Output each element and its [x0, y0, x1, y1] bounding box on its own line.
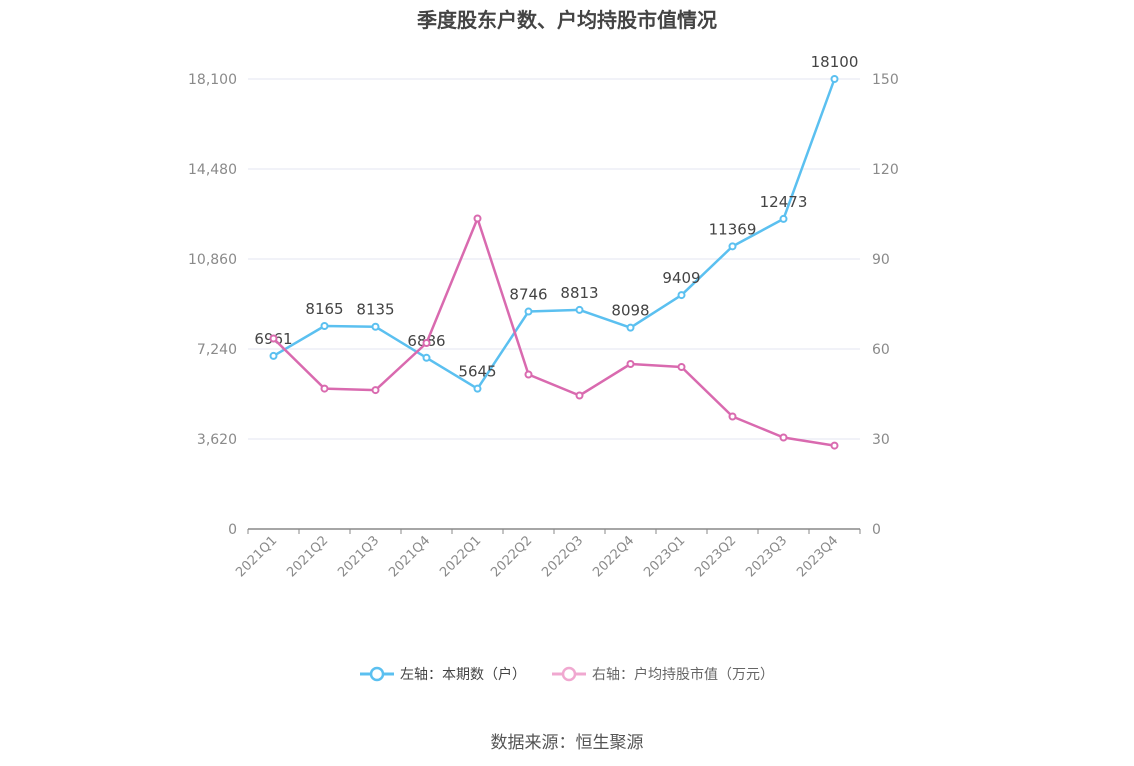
legend-item-avg-value[interactable]: 右轴：户均持股市值（万元） — [552, 664, 774, 684]
data-label: 8746 — [509, 286, 547, 304]
series-1-point — [575, 305, 584, 314]
data-label: 5645 — [458, 363, 496, 381]
y-left-tick-label: 10,860 — [188, 252, 237, 268]
series-1-point — [371, 322, 380, 331]
series-2-point — [473, 214, 482, 223]
legend-item-households[interactable]: 左轴：本期数（户） — [360, 664, 526, 684]
data-label: 18100 — [811, 53, 859, 71]
series-1-point — [320, 322, 329, 331]
x-tick-label: 2023Q3 — [743, 533, 790, 580]
series-1-point — [779, 214, 788, 223]
x-tick-label: 2021Q3 — [335, 533, 382, 580]
y-left-tick-label: 18,100 — [188, 72, 237, 88]
y-left-tick-label: 7,240 — [197, 342, 237, 358]
series-2-point — [320, 384, 329, 393]
series-1-point — [728, 242, 737, 251]
data-label: 8098 — [611, 302, 649, 320]
x-tick-label: 2022Q2 — [488, 533, 535, 580]
legend-label-households: 左轴：本期数（户） — [400, 667, 526, 683]
series-2-point — [422, 339, 431, 347]
y-right-tick-label: 0 — [872, 522, 881, 538]
legend-label-avg-value: 右轴：户均持股市值（万元） — [592, 667, 774, 683]
series-line-1 — [272, 78, 836, 390]
x-tick-label: 2022Q4 — [590, 533, 637, 580]
data-label: 12473 — [760, 193, 808, 211]
data-source: 数据来源：恒生聚源 — [490, 733, 644, 753]
y-left-tick-label: 14,480 — [188, 162, 237, 178]
y-right-tick-label: 120 — [872, 162, 899, 178]
series-2-point — [779, 433, 788, 442]
series-2-point — [371, 386, 380, 395]
series-line-2 — [272, 217, 835, 447]
x-tick-label: 2023Q1 — [641, 533, 688, 580]
data-label: 8135 — [356, 301, 394, 319]
series-2-point — [830, 441, 839, 450]
y-left-tick-label: 0 — [228, 522, 237, 538]
legend-swatch-households — [360, 666, 394, 682]
x-tick-label: 2021Q2 — [284, 533, 331, 580]
series-2-point — [728, 412, 737, 421]
series-2-point — [269, 334, 278, 343]
chart-title: 季度股东户数、户均持股市值情况 — [417, 8, 717, 32]
series-2-point — [626, 360, 635, 368]
y-right-tick-label: 150 — [872, 72, 899, 88]
y-right-tick-label: 60 — [872, 342, 890, 358]
series-1-point — [626, 323, 635, 332]
y-right-tick-label: 90 — [872, 252, 890, 268]
y-left-tick-label: 3,620 — [197, 432, 237, 448]
data-label: 9409 — [662, 269, 700, 287]
series-2-point — [575, 391, 584, 400]
series-1-point — [830, 75, 839, 83]
x-tick-label: 2021Q4 — [386, 533, 433, 580]
series-1-point — [422, 353, 431, 362]
y-right-tick-label: 30 — [872, 432, 890, 448]
x-tick-label: 2022Q3 — [539, 533, 586, 580]
series-1-point — [269, 351, 278, 360]
data-label: 8165 — [305, 300, 343, 318]
series-1-point — [677, 291, 686, 300]
series-2-point — [677, 363, 686, 371]
series-1-point — [473, 384, 482, 393]
data-label: 11369 — [709, 220, 757, 238]
data-label: 8813 — [560, 284, 598, 302]
x-tick-label: 2023Q4 — [794, 533, 841, 580]
x-tick-label: 2022Q1 — [437, 533, 484, 580]
x-tick-label: 2021Q1 — [233, 533, 280, 580]
chart-legend: 左轴：本期数（户） 右轴：户均持股市值（万元） — [0, 664, 1134, 684]
series-2-point — [524, 370, 533, 379]
legend-swatch-avg-value — [552, 666, 586, 682]
x-tick-label: 2023Q2 — [692, 533, 739, 580]
series-1-point — [524, 307, 533, 316]
